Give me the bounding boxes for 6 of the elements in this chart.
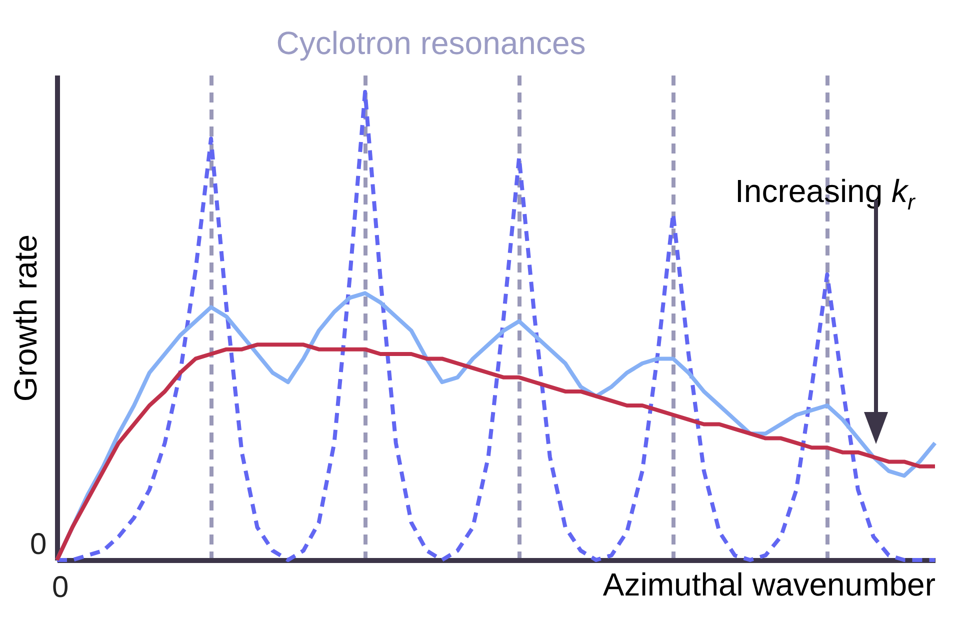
text: 0: [30, 528, 47, 561]
y-axis-title: Growth rate: [8, 234, 44, 402]
x-axis-title: Azimuthal wavenumber: [602, 566, 936, 602]
annotation: Increasing k$_{r}$: [735, 172, 915, 216]
chart-title: Cyclotron resonances: [276, 25, 586, 61]
text: 0: [52, 571, 69, 604]
